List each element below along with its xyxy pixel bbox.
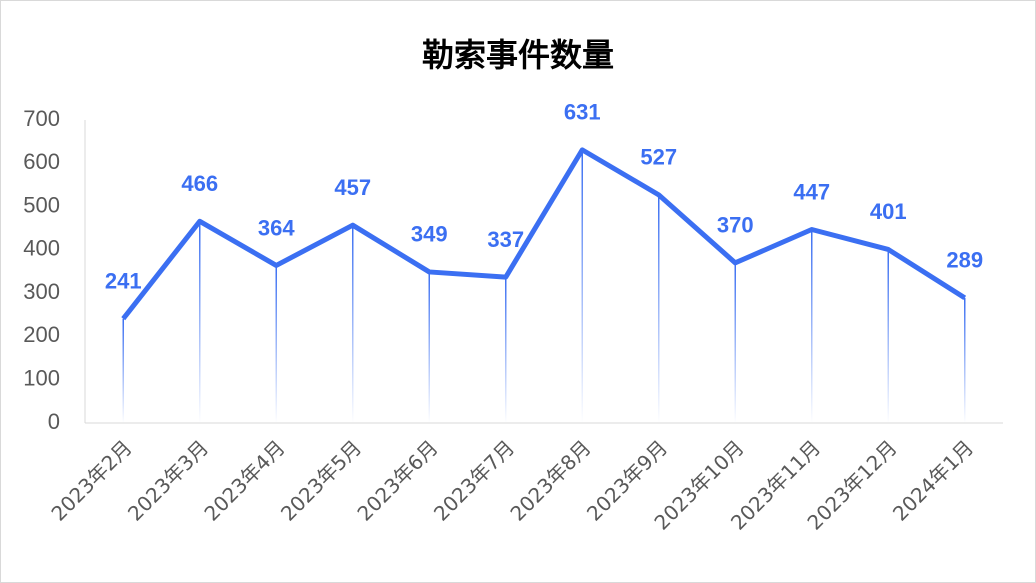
data-label: 631 <box>564 100 601 125</box>
y-tick-label: 300 <box>23 279 60 304</box>
data-label: 527 <box>640 145 677 170</box>
drop-line <box>964 297 966 423</box>
y-tick-label: 0 <box>48 409 60 434</box>
drop-line <box>352 225 354 423</box>
drop-line <box>734 262 736 423</box>
drop-line <box>505 277 507 423</box>
y-tick-label: 500 <box>23 192 60 217</box>
drop-line <box>581 149 583 424</box>
data-label: 447 <box>793 179 830 204</box>
chart-title: 勒索事件数量 <box>422 36 614 74</box>
y-tick-label: 600 <box>23 149 60 174</box>
y-tick-label: 400 <box>23 236 60 261</box>
drop-line <box>199 221 201 423</box>
drop-line <box>122 318 124 423</box>
data-label: 466 <box>181 171 218 196</box>
drop-line <box>811 229 813 423</box>
data-label: 364 <box>258 215 295 240</box>
data-label: 457 <box>334 175 371 200</box>
drop-line <box>887 249 889 423</box>
data-label: 337 <box>487 227 524 252</box>
data-label: 349 <box>411 222 448 247</box>
data-label: 241 <box>105 268 142 293</box>
line <box>121 147 967 321</box>
y-tick-label: 200 <box>23 322 60 347</box>
drop-line <box>275 265 277 423</box>
data-label: 401 <box>870 199 907 224</box>
drop-line <box>658 194 660 423</box>
data-label: 370 <box>717 213 754 238</box>
data-label: 289 <box>946 248 983 273</box>
y-tick-label: 100 <box>23 366 60 391</box>
y-tick-label: 700 <box>23 106 60 131</box>
drop-line <box>428 271 430 423</box>
